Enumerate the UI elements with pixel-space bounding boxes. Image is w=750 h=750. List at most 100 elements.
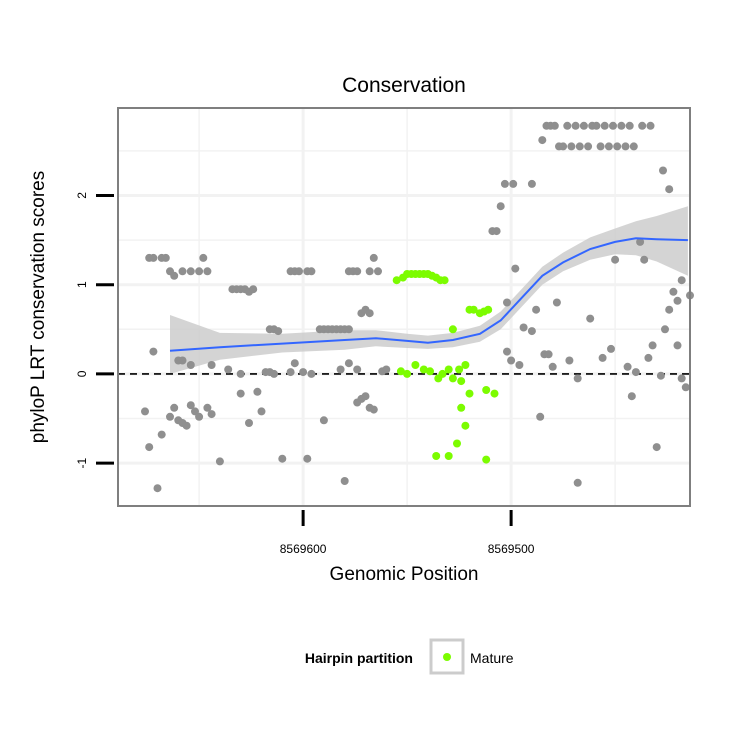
- data-point-other: [203, 267, 212, 276]
- data-point-other: [186, 361, 195, 369]
- data-point-other: [607, 344, 615, 353]
- data-point-mature: [419, 365, 428, 374]
- data-point-other: [145, 443, 154, 452]
- data-point-other: [652, 443, 661, 452]
- data-point-other: [369, 253, 378, 262]
- data-point-mature: [453, 439, 461, 448]
- data-point-other: [567, 142, 576, 151]
- data-point-other: [629, 142, 638, 151]
- data-point-other: [527, 327, 536, 336]
- legend-title: Hairpin partition: [305, 650, 413, 666]
- data-point-other: [503, 298, 511, 307]
- data-point-other: [631, 368, 640, 377]
- data-point-mature: [432, 452, 441, 460]
- data-point-other: [353, 267, 362, 276]
- smooth-fit-line: [169, 237, 688, 352]
- data-point-other: [257, 407, 266, 416]
- legend-key-mature: [443, 653, 451, 661]
- data-point-other: [617, 121, 626, 130]
- x-tick-label: 8569500: [488, 542, 535, 556]
- y-tick-label: 1: [75, 281, 89, 288]
- data-point-other: [182, 421, 191, 430]
- data-point-other: [609, 121, 617, 130]
- data-point-other: [673, 341, 682, 350]
- data-point-other: [344, 359, 353, 368]
- panel-border: [117, 107, 691, 507]
- data-point-mature: [457, 377, 466, 386]
- y-axis-label: phyloP LRT conservation scores: [28, 171, 49, 444]
- data-point-other: [236, 369, 245, 378]
- data-point-other: [621, 142, 630, 151]
- data-point-other: [203, 403, 212, 412]
- data-point-other: [640, 255, 649, 264]
- data-point-other: [536, 412, 545, 421]
- data-point-mature: [465, 389, 474, 398]
- data-point-mature: [482, 386, 491, 394]
- data-point-mature: [455, 365, 464, 374]
- data-point-other: [509, 179, 518, 188]
- data-point-other: [195, 412, 204, 421]
- data-point-other: [681, 383, 690, 392]
- y-tick-label: 0: [75, 370, 89, 377]
- data-point-other: [374, 267, 382, 276]
- data-point-other: [249, 285, 258, 294]
- data-point-other: [236, 389, 245, 398]
- data-point-other: [598, 353, 607, 362]
- data-point-other: [503, 347, 511, 356]
- data-point-other: [623, 362, 632, 371]
- data-point-other: [353, 365, 362, 374]
- legend-entry-mature: Mature: [470, 650, 514, 666]
- data-point-other: [253, 387, 262, 396]
- data-point-other: [527, 179, 536, 188]
- data-point-other: [559, 142, 568, 151]
- data-point-other: [186, 267, 195, 276]
- data-point-other: [295, 267, 303, 276]
- y-tick-label: 2: [75, 192, 89, 199]
- data-point-other: [207, 361, 216, 369]
- data-point-other: [515, 361, 524, 369]
- data-point-mature: [426, 367, 434, 376]
- data-point-other: [149, 347, 158, 356]
- data-point-other: [638, 121, 647, 130]
- data-point-other: [519, 323, 528, 332]
- data-point-other: [613, 142, 622, 151]
- data-point-other: [665, 185, 674, 194]
- data-point-other: [344, 325, 353, 334]
- data-point-other: [563, 121, 572, 130]
- data-point-other: [290, 359, 299, 368]
- data-point-mature: [444, 365, 453, 374]
- smooth-fit-path: [169, 237, 688, 352]
- legend: Hairpin partition Mature: [305, 638, 514, 675]
- data-point-other: [592, 121, 601, 130]
- data-point-other: [245, 419, 253, 427]
- data-point-other: [307, 369, 316, 378]
- panel-background: [118, 108, 690, 506]
- data-point-other: [573, 374, 582, 383]
- data-point-other: [677, 276, 686, 285]
- y-axis: -1 0 1 2: [75, 192, 114, 469]
- data-point-other: [224, 365, 233, 374]
- data-point-other: [611, 255, 620, 264]
- data-point-other: [340, 477, 349, 485]
- data-point-other: [579, 121, 588, 130]
- data-point-other: [170, 403, 179, 412]
- data-point-other: [575, 142, 584, 151]
- chart-title: Conservation: [342, 74, 466, 97]
- x-tick-label: 8569600: [280, 542, 327, 556]
- data-point-other: [500, 179, 509, 188]
- data-point-other: [573, 478, 582, 487]
- data-point-other: [673, 296, 682, 305]
- data-point-other: [532, 305, 541, 314]
- data-point-other: [299, 368, 308, 377]
- data-point-other: [215, 457, 224, 466]
- data-point-other: [552, 298, 561, 307]
- confidence-band: [170, 206, 688, 374]
- data-point-other: [303, 454, 312, 463]
- data-point-other: [648, 341, 657, 350]
- data-point-other: [199, 253, 208, 262]
- data-point-other: [600, 121, 609, 130]
- data-point-mature: [457, 403, 466, 412]
- data-point-other: [596, 142, 605, 151]
- data-point-other: [365, 267, 374, 276]
